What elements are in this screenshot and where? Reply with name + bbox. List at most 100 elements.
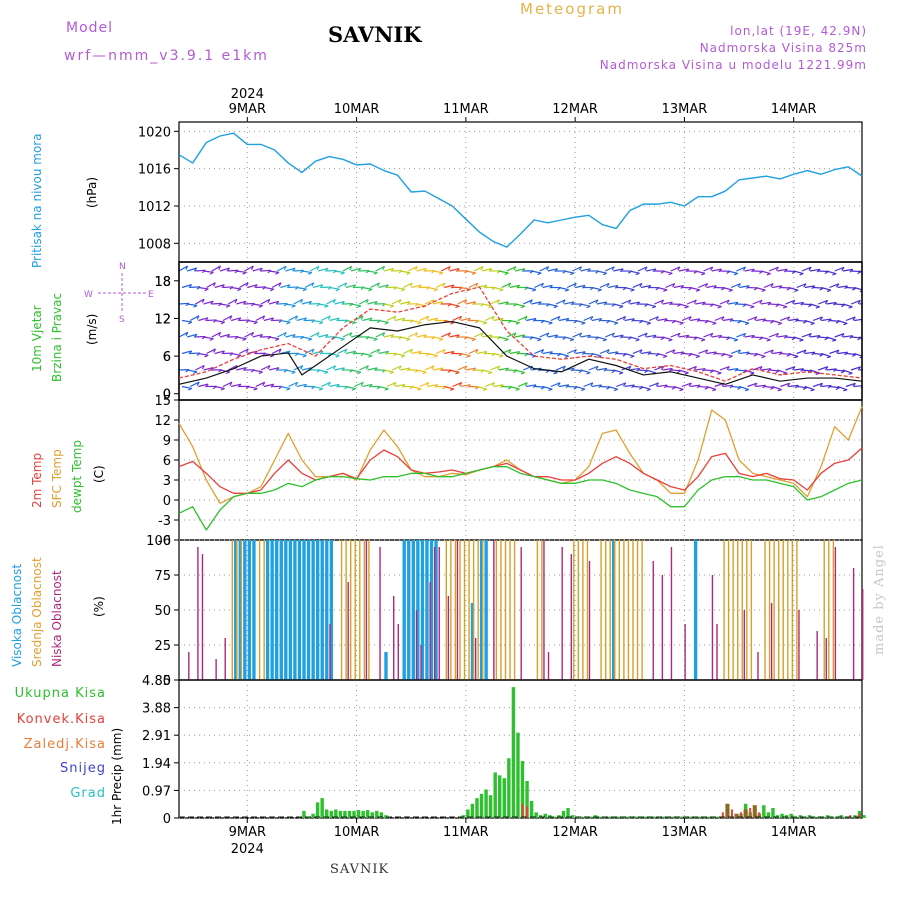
total-precip-bar xyxy=(361,810,365,818)
wind-arrow-head xyxy=(578,332,583,337)
wind-arrow xyxy=(383,267,394,272)
wind-arrow xyxy=(772,285,783,289)
low-cloud-bar xyxy=(547,652,550,680)
wind-arrow-head xyxy=(644,266,648,271)
wind-arrow xyxy=(801,266,812,272)
legend-conv-precip: Konvek.Kisa xyxy=(16,712,106,727)
wind-arrow xyxy=(678,369,689,374)
wind-arrow xyxy=(375,332,385,338)
wind-arrow xyxy=(706,351,717,355)
wind-arrow-head xyxy=(836,349,840,354)
low-cloud-bar xyxy=(570,554,572,680)
bottom-axis-label: 14MAR xyxy=(771,825,817,840)
wind-arrow-head xyxy=(782,372,788,375)
mid-cloud-bar xyxy=(459,540,461,680)
wind-arrow-head xyxy=(606,283,610,288)
wind-arrow xyxy=(219,303,230,307)
wind-arrow-head xyxy=(237,383,242,388)
low-cloud-bar xyxy=(543,540,545,680)
wind-arrow xyxy=(329,317,340,322)
top-axis-label: 12MAR xyxy=(552,102,598,117)
wind-arrow xyxy=(722,384,733,388)
wind-arrow xyxy=(334,300,345,305)
high-cloud-bar xyxy=(302,540,306,680)
wind-arrow-head xyxy=(389,371,394,375)
wind-arrow-head xyxy=(602,338,607,342)
low-cloud-bar xyxy=(197,547,199,680)
wind-arrow xyxy=(788,286,799,291)
model-label: Model xyxy=(66,20,114,36)
mid-cloud-bar xyxy=(723,540,725,680)
low-cloud-bar xyxy=(862,589,864,680)
wind-arrow-head xyxy=(777,389,782,392)
wind-arrow xyxy=(367,367,378,371)
wind-arrow-head xyxy=(431,299,435,304)
high-cloud-bar xyxy=(293,540,297,680)
wind-arrow xyxy=(736,266,746,272)
mid-cloud-bar xyxy=(509,540,511,680)
wind-arrow-head xyxy=(573,282,577,288)
model-run: wrf—nmm_v3.9.1 e1km xyxy=(64,48,269,64)
wind-arrow xyxy=(591,286,602,291)
station-title: SAVNIK xyxy=(328,22,422,47)
wind-arrow xyxy=(608,319,619,324)
wind-arrow xyxy=(280,385,291,390)
wind-arrow-head xyxy=(848,372,853,375)
wind-arrow-head xyxy=(389,305,394,309)
wind-arrow xyxy=(780,352,791,355)
precip-ytick-label: 1.94 xyxy=(142,757,171,772)
low-cloud-bar xyxy=(652,561,654,680)
mid-cloud-bar xyxy=(354,540,356,680)
wind-arrow-head xyxy=(319,321,324,325)
wind-arrow xyxy=(231,286,242,290)
wind-arrow xyxy=(629,270,640,274)
bottom-axis-year: 2024 xyxy=(231,842,264,857)
mid-cloud-bar xyxy=(363,540,366,680)
wind-arrow-head xyxy=(283,332,287,337)
mid-cloud-bar xyxy=(445,540,447,680)
wind-arrow-head xyxy=(254,350,258,355)
wind-arrow xyxy=(686,299,697,305)
wind-arrow-head xyxy=(754,382,758,387)
top-axis-label: 10MAR xyxy=(334,102,380,117)
precip-ytick-label: 3.88 xyxy=(142,702,171,717)
wind-arrow xyxy=(263,286,274,290)
wind-arrow-head xyxy=(557,382,561,387)
wind-arrow-head xyxy=(491,315,495,321)
wind-arrow-head xyxy=(704,283,709,288)
wind-arrow xyxy=(465,301,476,305)
wind-arrow xyxy=(198,352,209,356)
wind-arrow xyxy=(490,365,500,371)
wind-arrow-head xyxy=(794,355,799,359)
wind-arrow xyxy=(853,318,862,322)
wind-arrow-head xyxy=(508,282,512,287)
wind-arrow xyxy=(457,299,467,305)
total-precip-bar xyxy=(511,687,516,818)
footer-station: SAVNIK xyxy=(330,862,390,877)
wind-arrow-head xyxy=(201,365,205,370)
wind-arrow xyxy=(391,299,402,305)
low-cloud-bar xyxy=(438,547,440,680)
wind-arrow xyxy=(640,284,651,289)
mid-cloud-bar xyxy=(368,540,370,680)
wind-arrow xyxy=(678,303,689,308)
frozen-precip-bar xyxy=(734,813,739,818)
wind-arrow-head xyxy=(770,349,774,354)
low-cloud-bar xyxy=(684,624,686,680)
wind-arrow xyxy=(760,301,771,305)
low-cloud-bar xyxy=(770,603,773,680)
clouds-ytick-label: 25 xyxy=(154,639,171,654)
wind-arrow xyxy=(498,270,509,274)
wind-arrow xyxy=(203,270,214,273)
wind-arrow-head xyxy=(303,383,307,388)
wind-arrow-head xyxy=(826,289,832,293)
wind-arrow-head xyxy=(422,371,427,375)
total-precip-bar xyxy=(634,816,639,818)
wind-arrow-head xyxy=(532,289,537,292)
wind-arrow xyxy=(583,382,594,388)
wind-arrow xyxy=(842,303,853,308)
wind-arrow xyxy=(465,270,476,274)
wind-arrow xyxy=(796,349,807,355)
wind-arrow-head xyxy=(426,315,430,320)
precip-ytick-label: 4.85 xyxy=(142,674,171,689)
